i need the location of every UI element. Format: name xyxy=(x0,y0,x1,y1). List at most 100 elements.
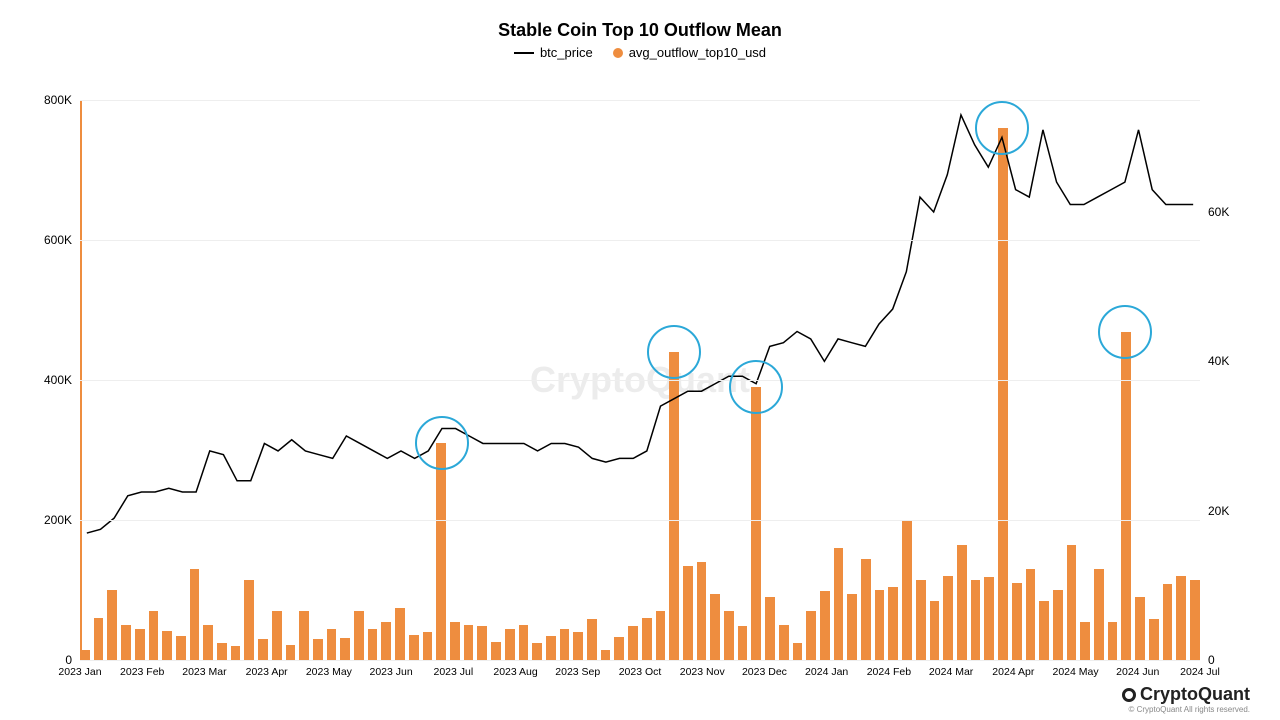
bar xyxy=(642,618,652,660)
x-tick-label: 2024 Jan xyxy=(805,666,848,678)
bar xyxy=(354,611,364,660)
chart-legend: btc_price avg_outflow_top10_usd xyxy=(20,45,1260,60)
copyright-text: © CryptoQuant All rights reserved. xyxy=(1122,705,1250,714)
bar xyxy=(80,650,90,661)
y-right-tick-label: 60K xyxy=(1208,205,1229,219)
bar xyxy=(1039,601,1049,661)
brand-label: CryptoQuant xyxy=(1122,684,1250,705)
bar xyxy=(299,611,309,660)
bar xyxy=(628,626,638,660)
bar xyxy=(505,629,515,661)
brand-text: CryptoQuant xyxy=(1140,684,1250,704)
bar xyxy=(916,580,926,661)
plot-area: CryptoQuant 0200K400K600K800K020K40K60K2… xyxy=(80,100,1200,660)
bar xyxy=(176,636,186,661)
bar xyxy=(491,642,501,660)
bar xyxy=(1176,576,1186,660)
y-right-tick-label: 20K xyxy=(1208,504,1229,518)
x-tick-label: 2023 May xyxy=(306,666,352,678)
bar xyxy=(724,611,734,660)
chart-title: Stable Coin Top 10 Outflow Mean xyxy=(20,20,1260,41)
bar xyxy=(751,387,761,660)
bar xyxy=(902,520,912,660)
chart-container: Stable Coin Top 10 Outflow Mean btc_pric… xyxy=(20,20,1260,700)
bar xyxy=(601,650,611,661)
bar xyxy=(1026,569,1036,660)
footer: CryptoQuant © CryptoQuant All rights res… xyxy=(1122,684,1250,714)
x-tick-label: 2023 Jul xyxy=(433,666,473,678)
bar xyxy=(244,580,254,661)
y-left-tick-label: 400K xyxy=(44,373,72,387)
x-tick-label: 2023 Dec xyxy=(742,666,787,678)
gridline xyxy=(80,380,1200,381)
bar xyxy=(121,625,131,660)
bar xyxy=(834,548,844,660)
bar xyxy=(820,591,830,660)
bar xyxy=(697,562,707,660)
bar xyxy=(1121,332,1131,660)
bar xyxy=(409,635,419,660)
bar xyxy=(1012,583,1022,660)
bar xyxy=(875,590,885,660)
y-right-tick-label: 0 xyxy=(1208,653,1215,667)
y-left-tick-label: 0 xyxy=(65,653,72,667)
bar xyxy=(464,625,474,660)
bar xyxy=(286,645,296,660)
bar xyxy=(190,569,200,660)
bar xyxy=(683,566,693,661)
legend-bar-label: avg_outflow_top10_usd xyxy=(629,45,766,60)
x-tick-label: 2024 Mar xyxy=(929,666,973,678)
y-left-tick-label: 600K xyxy=(44,233,72,247)
x-tick-label: 2023 Mar xyxy=(182,666,226,678)
bar xyxy=(107,590,117,660)
bar xyxy=(368,629,378,661)
legend-line-label: btc_price xyxy=(540,45,593,60)
bar xyxy=(94,618,104,660)
bar xyxy=(861,559,871,661)
x-tick-label: 2023 Jan xyxy=(58,666,101,678)
bar xyxy=(450,622,460,661)
brand-logo-icon xyxy=(1122,688,1136,702)
bar xyxy=(779,625,789,660)
bar xyxy=(1163,584,1173,660)
bar xyxy=(971,580,981,661)
bar xyxy=(519,625,529,660)
x-tick-label: 2024 Feb xyxy=(867,666,911,678)
bar xyxy=(669,352,679,660)
bar xyxy=(532,643,542,661)
x-tick-label: 2023 Sep xyxy=(555,666,600,678)
bar xyxy=(793,643,803,661)
bar xyxy=(162,631,172,660)
bar xyxy=(1149,619,1159,660)
x-tick-label: 2023 Jun xyxy=(370,666,413,678)
bar xyxy=(340,638,350,660)
y-left-tick-label: 800K xyxy=(44,93,72,107)
bar xyxy=(847,594,857,661)
bar xyxy=(765,597,775,660)
gridline xyxy=(80,660,1200,661)
x-tick-label: 2023 Feb xyxy=(120,666,164,678)
bar xyxy=(1080,622,1090,661)
gridline xyxy=(80,100,1200,101)
bar xyxy=(957,545,967,661)
bar xyxy=(1190,580,1200,661)
bar xyxy=(998,128,1008,660)
legend-bar-swatch xyxy=(613,48,623,58)
bar xyxy=(738,626,748,660)
bar xyxy=(231,646,241,660)
bar xyxy=(149,611,159,660)
gridline xyxy=(80,520,1200,521)
x-tick-label: 2024 Apr xyxy=(992,666,1034,678)
bar xyxy=(806,611,816,660)
x-tick-label: 2024 May xyxy=(1052,666,1098,678)
bar xyxy=(930,601,940,661)
bar xyxy=(381,622,391,661)
bar xyxy=(327,629,337,661)
y-left-tick-label: 200K xyxy=(44,513,72,527)
bar xyxy=(587,619,597,660)
x-tick-label: 2023 Aug xyxy=(493,666,537,678)
x-tick-label: 2024 Jul xyxy=(1180,666,1220,678)
bar xyxy=(203,625,213,660)
bar xyxy=(436,443,446,660)
x-tick-label: 2024 Jun xyxy=(1116,666,1159,678)
